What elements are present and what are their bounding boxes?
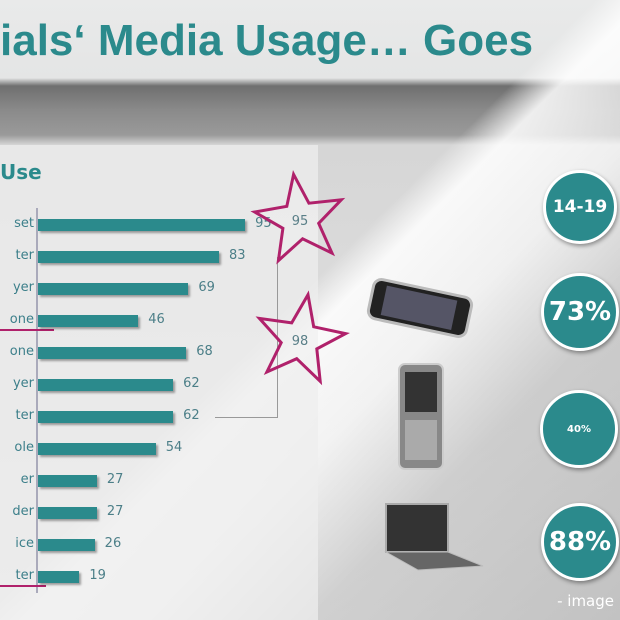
data-label: 19	[89, 568, 106, 583]
chart-title: Use	[0, 160, 42, 184]
badge-smartphone: 73%	[541, 273, 619, 351]
data-label: 27	[106, 504, 124, 519]
bar	[38, 379, 174, 391]
bar	[38, 539, 95, 551]
category-underline	[0, 585, 46, 587]
category-underline	[0, 329, 54, 331]
category-label: ter	[15, 248, 34, 263]
bar	[38, 283, 189, 295]
category-label: ole	[14, 440, 34, 455]
bar	[38, 411, 174, 423]
category-label: one	[9, 344, 34, 359]
category-label: one	[9, 312, 34, 327]
bar	[38, 219, 246, 231]
y-axis	[36, 208, 38, 593]
category-label: er	[20, 472, 34, 487]
category-label: yer	[12, 376, 34, 391]
badge-laptop: 88%	[541, 503, 619, 581]
category-label: der	[12, 504, 34, 519]
bar	[38, 507, 97, 519]
bar	[38, 315, 139, 327]
data-label: 54	[165, 440, 183, 455]
data-label: 83	[228, 248, 246, 263]
laptop-icon	[384, 503, 484, 571]
bar	[38, 475, 97, 487]
slide-title: ials‘ Media Usage… Goes	[0, 16, 534, 65]
bar	[38, 443, 156, 455]
category-label: ter	[15, 568, 34, 583]
data-label: 68	[196, 344, 213, 359]
bar	[38, 571, 80, 583]
star-label: 95	[292, 214, 309, 229]
data-label: 46	[148, 312, 165, 327]
data-label: 27	[106, 472, 124, 487]
star-icon	[250, 170, 346, 265]
badge-age: 14-19	[543, 170, 617, 244]
smartphone-icon	[366, 278, 474, 338]
footer-text: - image	[557, 592, 614, 610]
bar	[38, 251, 219, 263]
data-label: 69	[198, 280, 215, 295]
star-icon	[255, 290, 350, 386]
category-label: ter	[15, 408, 34, 423]
data-label: 26	[104, 536, 122, 551]
bar	[38, 347, 187, 359]
badge-mobile: 40%	[540, 390, 618, 468]
category-label: set	[14, 216, 34, 231]
category-label: yer	[12, 280, 34, 295]
data-label: 62	[183, 408, 200, 423]
category-label: ice	[15, 536, 34, 551]
data-label: 62	[183, 376, 200, 391]
star-label: 98	[292, 334, 309, 349]
slider-phone-icon	[398, 363, 444, 470]
